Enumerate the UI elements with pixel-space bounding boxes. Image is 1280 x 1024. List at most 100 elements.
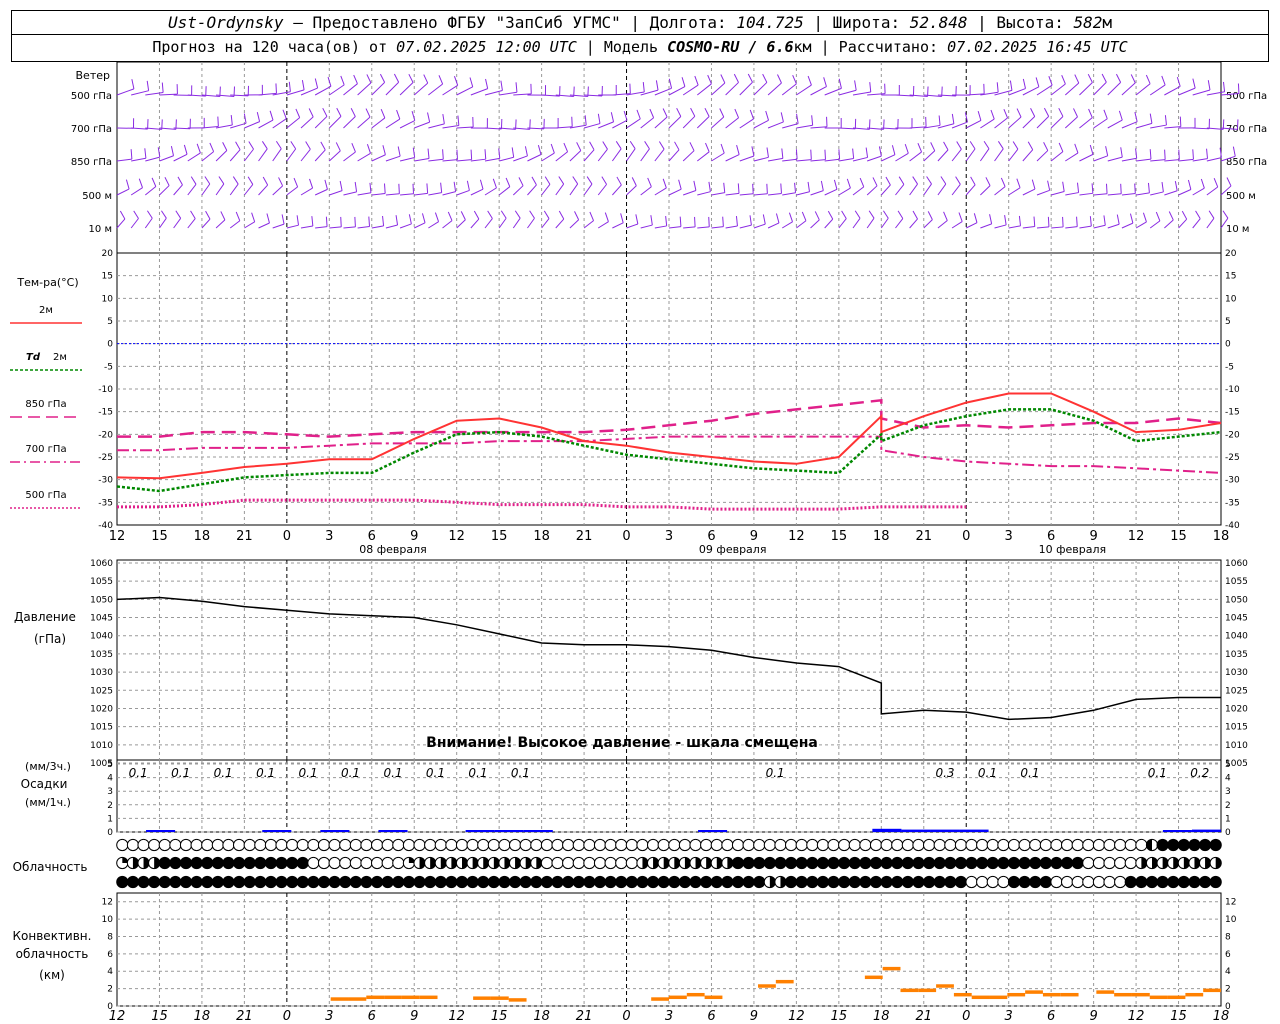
- temp-ytick-left: 10: [102, 294, 114, 304]
- wind-barb-shaft: [1135, 221, 1147, 229]
- legend-prefix: Td: [26, 352, 41, 363]
- cloud-symbol: [1060, 838, 1074, 852]
- cloud-symbol: [625, 856, 638, 870]
- cloud-symbol: [1198, 875, 1212, 889]
- wind-barb-shaft: [725, 82, 739, 96]
- cloud-fill: [143, 857, 150, 869]
- cloud-symbol: [795, 856, 808, 870]
- wind-barb-feather: [820, 180, 824, 191]
- wind-barb-shaft: [895, 94, 914, 97]
- cloud-symbol: [922, 856, 936, 870]
- cloud-symbol: [1188, 838, 1201, 852]
- cloud-symbol: [519, 875, 532, 889]
- wind-barb-feather: [955, 176, 961, 185]
- hour-label-bottom: 15: [831, 1009, 848, 1024]
- wind-barb-shaft: [131, 90, 149, 96]
- temp-ytick-left: 15: [102, 272, 113, 282]
- cloud-symbol: [370, 875, 384, 889]
- wind-barb-feather: [1176, 76, 1181, 87]
- convective-bar: [704, 995, 723, 1000]
- conv-unit: (км): [39, 968, 65, 982]
- conv-ytick-right: 10: [1225, 915, 1237, 925]
- wind-barb-feather: [1074, 74, 1080, 84]
- alt-unit: м: [1102, 13, 1113, 32]
- convective-bar: [989, 995, 1008, 1000]
- wind-barb-shaft: [937, 183, 947, 196]
- cloud-symbol: [466, 875, 479, 889]
- wind-level-label-right: 700 гПа: [1226, 124, 1267, 135]
- cloud-symbol: [891, 856, 904, 870]
- convective-bar: [775, 979, 794, 984]
- hour-label: 3: [325, 529, 333, 544]
- calc-label: | Рассчитано:: [811, 38, 948, 56]
- wind-barb-feather: [1168, 211, 1174, 221]
- wind-barb-feather: [366, 144, 371, 154]
- precip-ytick-left: 3: [107, 787, 113, 797]
- cloud-symbol: [1018, 875, 1031, 889]
- cloud-symbol: [1145, 875, 1159, 889]
- wind-barb-shaft: [1064, 116, 1078, 129]
- wind-barb-feather: [1181, 210, 1188, 220]
- cloud-symbol: [1050, 856, 1063, 870]
- wind-barb-feather: [1048, 76, 1053, 86]
- wind-barb-feather: [854, 80, 857, 91]
- cloud-symbol: [1167, 838, 1180, 852]
- wind-barb-feather: [869, 82, 872, 93]
- convective-bar: [864, 975, 883, 980]
- wind-barb-feather: [927, 211, 933, 220]
- wind-barb-shaft: [782, 158, 798, 162]
- wind-barb-feather: [904, 143, 909, 154]
- wind-barb-shaft: [1079, 192, 1093, 196]
- wind-barb-shaft: [753, 193, 768, 196]
- wind-barb-feather: [243, 113, 247, 124]
- hour-label: 18: [533, 529, 550, 544]
- wind-barb-feather: [705, 142, 710, 153]
- cloud-symbol: [370, 856, 384, 870]
- wind-barb-shaft: [145, 156, 160, 162]
- wind-barb-feather: [222, 142, 228, 151]
- wind-barb-feather: [484, 149, 487, 160]
- precip-amount-label: 0.1: [129, 766, 148, 780]
- precip-ytick-left: 1: [107, 814, 113, 824]
- cloud-symbol: [222, 856, 235, 870]
- cloud-symbol: [891, 875, 904, 889]
- temp-ytick-right: 10: [1225, 294, 1237, 304]
- wind-barb-shaft: [272, 148, 282, 162]
- wind-barb-feather: [602, 141, 608, 150]
- wind-barb-feather: [990, 109, 995, 120]
- cloud-symbol: [1103, 838, 1116, 852]
- wind-barb-feather: [314, 78, 319, 89]
- wind-barb-feather: [615, 141, 622, 150]
- wind-barb-feather: [1103, 109, 1108, 119]
- wind-barb-feather: [282, 109, 287, 119]
- wind-level-label-left: 500 м: [82, 191, 112, 202]
- hour-label: 12: [788, 529, 805, 544]
- wind-barb-shaft: [116, 158, 132, 162]
- wind-barb-feather: [1155, 211, 1161, 222]
- wind-barb-shaft: [966, 93, 985, 96]
- cloud-symbol: [1050, 838, 1063, 852]
- cloud-fill: [1194, 857, 1201, 869]
- wind-barb-shaft: [951, 221, 963, 229]
- temp-ytick-right: 20: [1225, 249, 1237, 259]
- wind-barb-feather: [138, 178, 143, 188]
- wind-barb-shaft: [484, 157, 500, 162]
- precip-bar: [262, 830, 292, 832]
- wind-barb-shaft: [626, 185, 637, 196]
- wind-barb-shaft: [583, 123, 601, 129]
- wind-barb-feather: [678, 179, 682, 190]
- wind-barb-shaft: [866, 217, 875, 229]
- wind-barb-shaft: [640, 224, 653, 229]
- wind-barb-feather: [296, 215, 300, 226]
- cloud-symbol: [1188, 875, 1201, 889]
- wind-barb-shaft: [555, 218, 565, 229]
- wind-barb-shaft: [201, 183, 211, 196]
- cloud-symbol: [190, 856, 203, 870]
- conv-ytick-left: 12: [102, 898, 113, 908]
- wind-barb-feather: [427, 148, 430, 159]
- wind-barb-feather: [217, 116, 219, 127]
- wind-barb-feather: [983, 140, 990, 149]
- cloud-symbol: [668, 838, 681, 852]
- cloud-symbol: [148, 838, 161, 852]
- cloud-symbol: [954, 875, 968, 889]
